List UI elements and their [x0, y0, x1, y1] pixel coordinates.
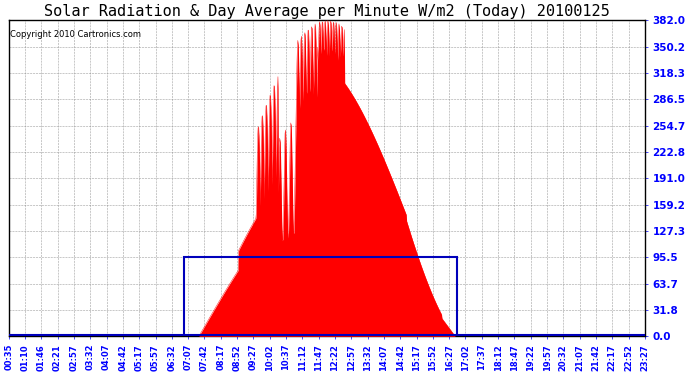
Text: Copyright 2010 Cartronics.com: Copyright 2010 Cartronics.com — [10, 30, 141, 39]
Title: Solar Radiation & Day Average per Minute W/m2 (Today) 20100125: Solar Radiation & Day Average per Minute… — [44, 4, 610, 19]
Bar — [184, 257, 457, 336]
